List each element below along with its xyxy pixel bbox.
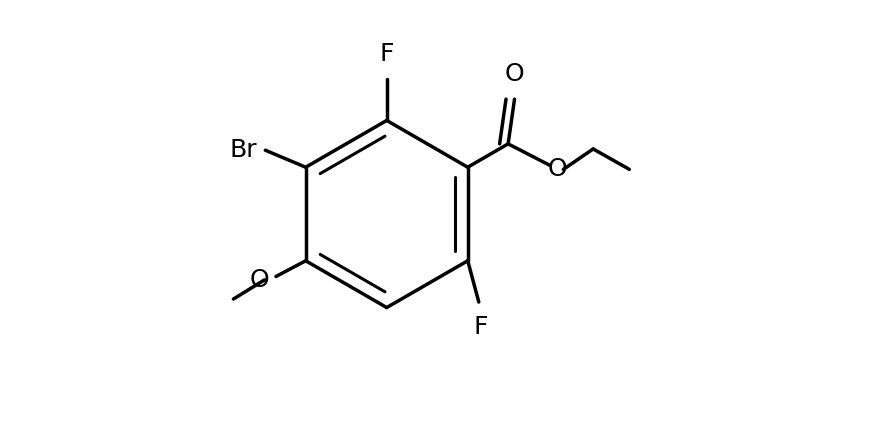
Text: Br: Br	[229, 138, 257, 162]
Text: O: O	[547, 158, 567, 181]
Text: O: O	[250, 268, 270, 292]
Text: F: F	[379, 42, 394, 66]
Text: F: F	[473, 315, 488, 339]
Text: O: O	[505, 62, 524, 86]
